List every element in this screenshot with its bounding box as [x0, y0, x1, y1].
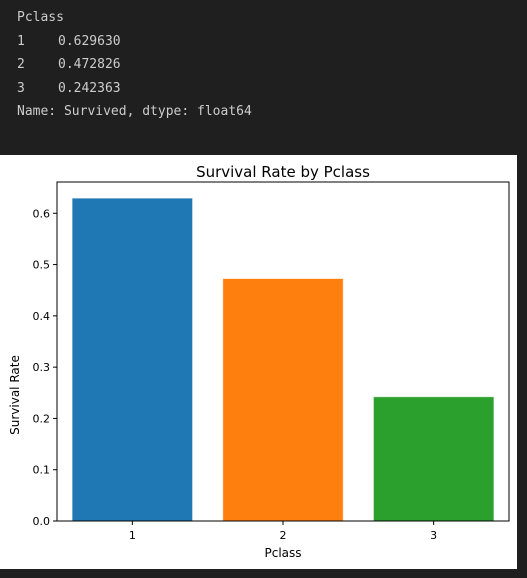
y-tick-label: 0.1: [33, 464, 51, 477]
series-footer: Name: Survived, dtype: float64: [17, 100, 252, 124]
y-tick-label: 0.5: [33, 259, 51, 272]
x-tick-label: 3: [430, 529, 437, 542]
bar-1: [72, 198, 193, 521]
bar-3: [373, 397, 494, 521]
cell-output-text: Pclass 1 0.629630 2 0.472826 3 0.242363 Name: S…: [17, 6, 252, 124]
series-row: 1 0.629630: [17, 30, 252, 54]
bars-group: [72, 198, 494, 521]
row-value: 0.629630: [58, 34, 121, 49]
y-tick-label: 0.0: [33, 515, 51, 528]
row-index: 1: [17, 30, 58, 54]
series-index-name: Pclass: [17, 6, 252, 30]
x-tick-label: 1: [129, 529, 136, 542]
x-tick-label: 2: [280, 529, 287, 542]
plot-output: Survival Rate by Pclass Survival Rate Pc…: [0, 155, 517, 569]
row-value: 0.472826: [58, 57, 121, 72]
bar-2: [223, 279, 344, 521]
y-axis-label: Survival Rate: [8, 355, 22, 435]
row-index: 3: [17, 77, 58, 101]
y-axis: 0.0 0.1 0.2 0.3 0.4 0.5 0.6: [33, 207, 58, 528]
x-axis-label: Pclass: [264, 546, 301, 560]
y-tick-label: 0.3: [33, 361, 51, 374]
series-row: 3 0.242363: [17, 77, 252, 101]
row-value: 0.242363: [58, 81, 121, 96]
series-row: 2 0.472826: [17, 53, 252, 77]
y-tick-label: 0.4: [33, 310, 51, 323]
bar-chart: Survival Rate by Pclass Survival Rate Pc…: [0, 155, 517, 569]
y-tick-label: 0.6: [33, 207, 51, 220]
row-index: 2: [17, 53, 58, 77]
x-axis: 1 2 3: [129, 521, 437, 542]
y-tick-label: 0.2: [33, 412, 51, 425]
chart-title: Survival Rate by Pclass: [196, 163, 370, 181]
